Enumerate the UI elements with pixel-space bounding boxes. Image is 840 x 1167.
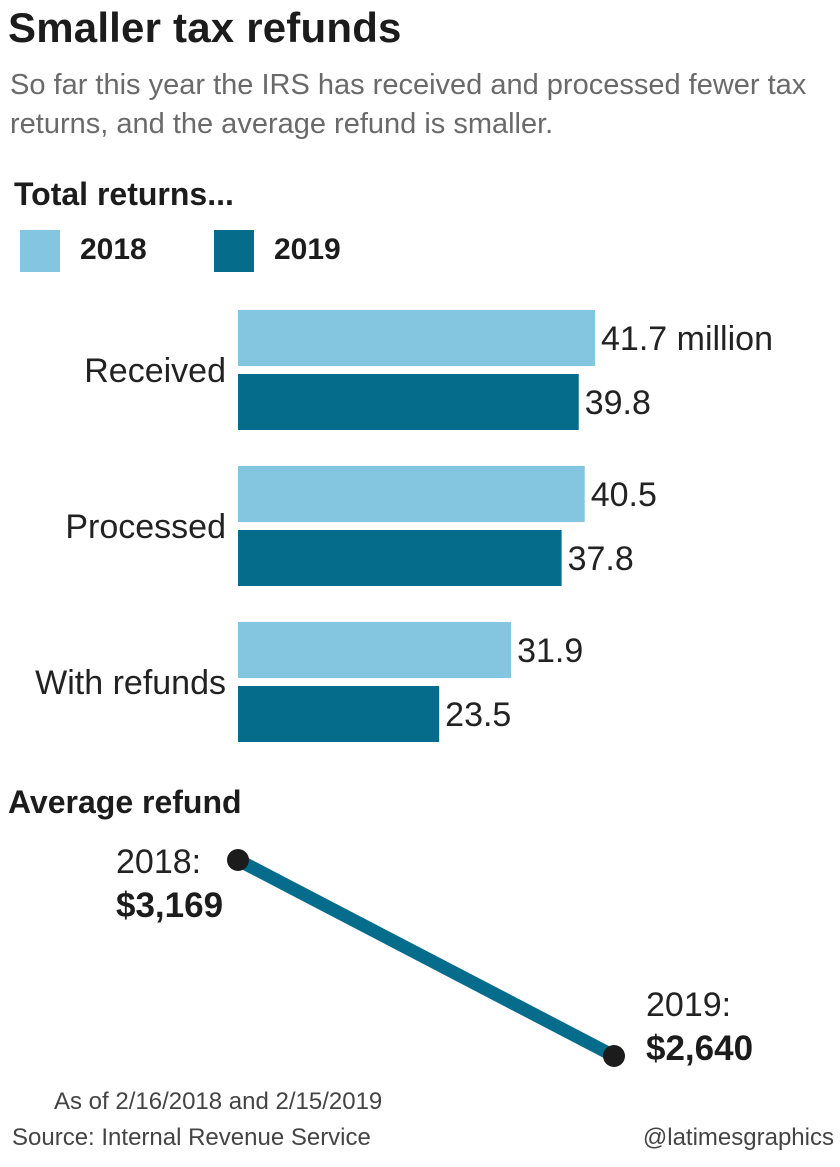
bar-value-label: 31.9 — [517, 632, 583, 670]
category-label: Processed — [65, 508, 226, 546]
legend-swatch-2018 — [20, 230, 60, 272]
legend-label-2019: 2019 — [274, 233, 341, 266]
bar-2019 — [238, 374, 579, 430]
source-credit: Source: Internal Revenue Service — [12, 1124, 371, 1151]
bar-2019 — [238, 530, 562, 586]
graphics-credit: @latimesgraphics — [642, 1124, 834, 1151]
bar-group: Received 41.7 million 39.8 — [84, 310, 773, 430]
category-label: Received — [84, 352, 226, 390]
bar-value-label: 37.8 — [568, 540, 634, 578]
bar-chart: Received 41.7 million 39.8 Processed 40.5 37.… — [35, 310, 773, 742]
bar-group: Processed 40.5 37.8 — [65, 466, 657, 586]
bar-value-label: 39.8 — [585, 384, 651, 422]
bar-value-label: 23.5 — [445, 696, 511, 734]
bar-value-label: 40.5 — [591, 476, 657, 514]
line-chart-heading: Average refund — [8, 784, 242, 820]
bar-chart-heading: Total returns... — [14, 176, 234, 212]
bar-value-label: 41.7 million — [601, 320, 773, 358]
refund-point-2019 — [603, 1045, 625, 1067]
refund-line — [231, 853, 621, 1063]
bar-group: With refunds 31.923.5 — [35, 622, 583, 742]
bar-2019 — [238, 686, 440, 742]
bar-2018 — [238, 466, 585, 522]
bar-2018 — [238, 310, 595, 366]
point-year-label: 2018: — [116, 843, 201, 881]
point-value-label: $3,169 — [116, 886, 223, 925]
point-year-label: 2019: — [646, 986, 731, 1024]
bar-2018 — [238, 622, 512, 678]
date-note: As of 2/16/2018 and 2/15/2019 — [54, 1088, 383, 1115]
category-label: With refunds — [35, 664, 226, 702]
chart-title: Smaller tax refunds — [8, 4, 402, 51]
line-chart: 2018: $3,169 2019: $2,640 — [116, 843, 753, 1068]
point-value-label: $2,640 — [646, 1029, 753, 1068]
legend-swatch-2019 — [214, 230, 254, 272]
legend-label-2018: 2018 — [80, 233, 147, 266]
chart-subtitle: So far this year the IRS has received an… — [10, 69, 807, 140]
refund-point-2018 — [227, 849, 249, 871]
